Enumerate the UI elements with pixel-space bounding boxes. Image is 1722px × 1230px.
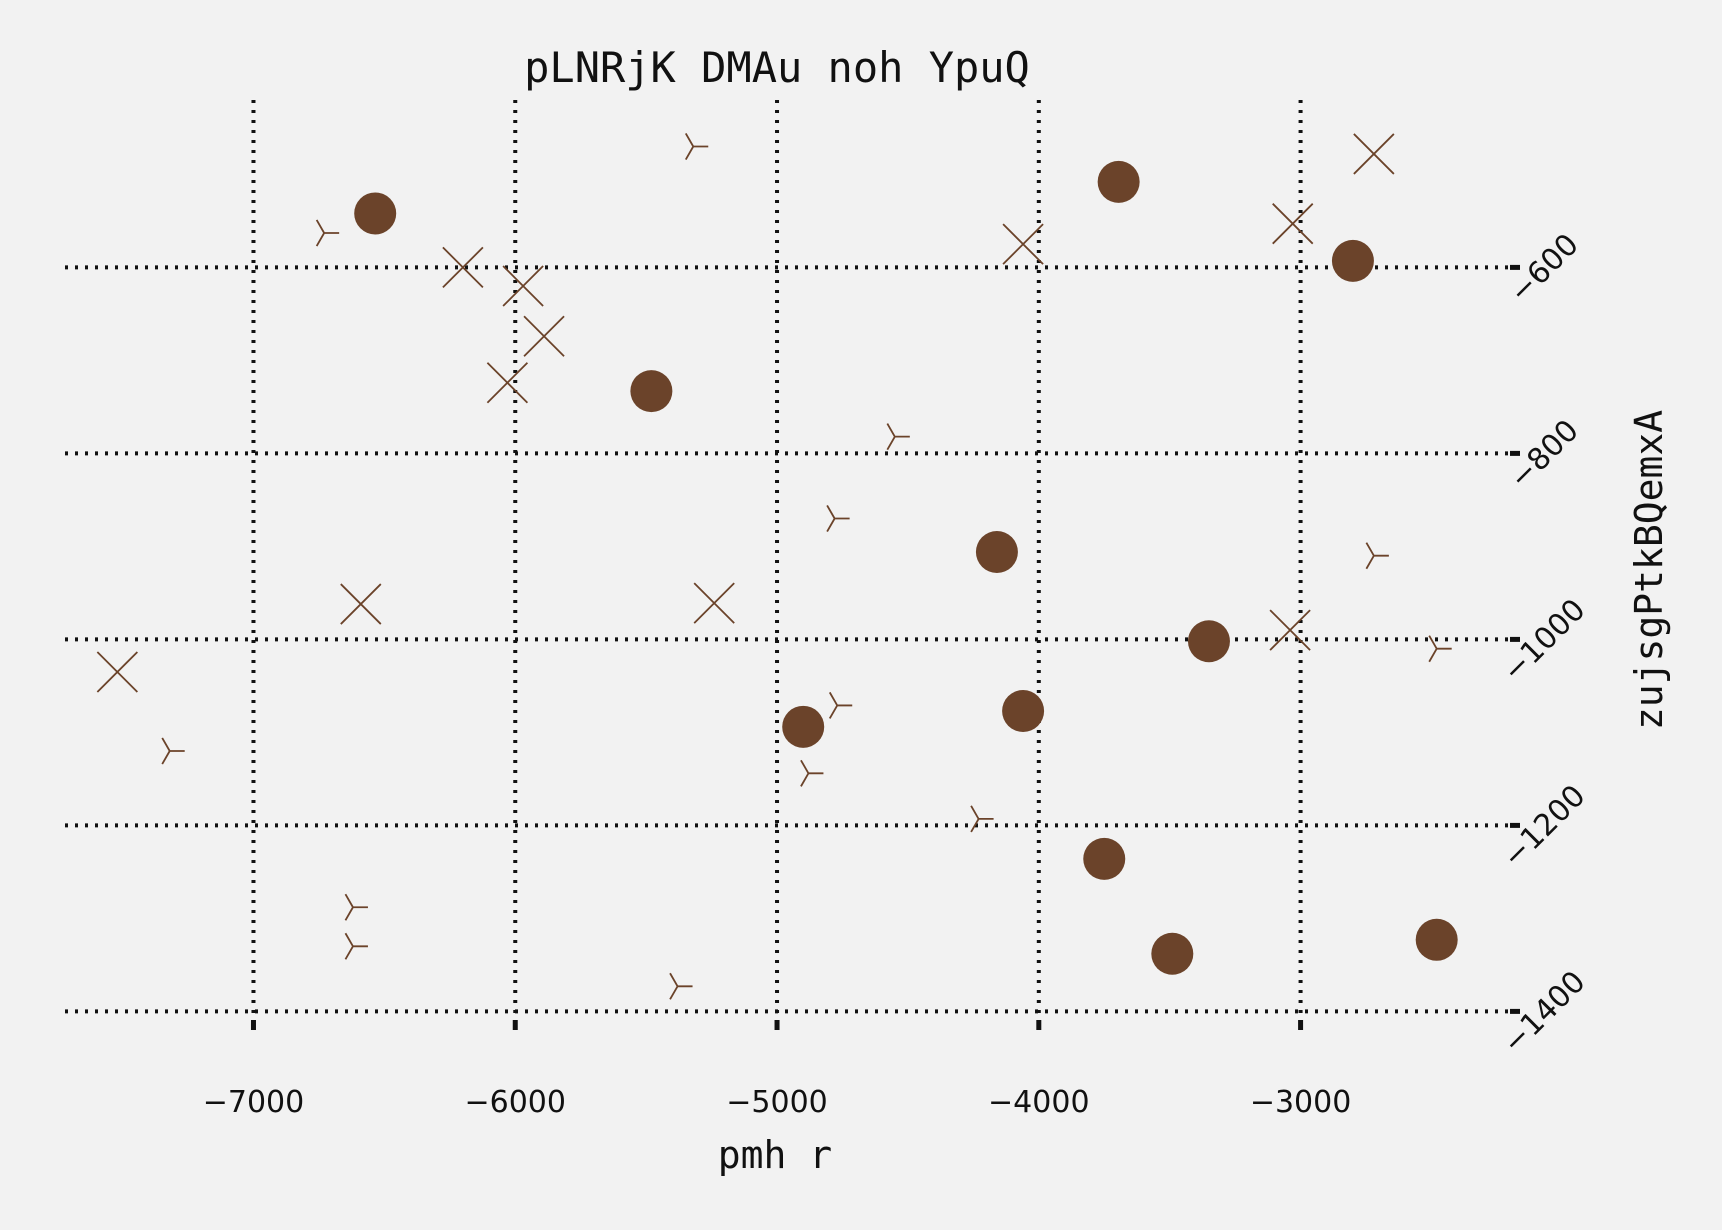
x-point (523, 315, 565, 357)
tri-point (344, 932, 368, 960)
tri-point (828, 691, 853, 719)
x-point (502, 265, 544, 307)
circle-point (1331, 239, 1374, 282)
chart-title: pLNRjK DMAu noh YpuQ (524, 43, 1030, 92)
tri-point (886, 423, 910, 451)
x-point (486, 362, 529, 404)
x-tick-label: −3000 (1250, 1085, 1351, 1120)
x-tick-label: −5000 (726, 1085, 827, 1120)
tri-point (315, 219, 340, 247)
circle-point (630, 370, 673, 413)
x-tick-label: −7000 (203, 1085, 304, 1120)
tri-point (826, 505, 850, 532)
tri-point (1365, 542, 1389, 570)
circle-point (1083, 837, 1126, 880)
circle-point (1415, 918, 1458, 961)
x-point (1002, 223, 1044, 265)
x-point (1269, 609, 1311, 651)
tri-point (970, 805, 994, 833)
circle-point (1097, 160, 1140, 203)
circle-point (975, 530, 1018, 573)
x-point (1272, 203, 1314, 245)
circle-point (1002, 690, 1045, 733)
tri-point (684, 133, 709, 160)
x-point (96, 651, 138, 693)
tri-point (669, 972, 693, 1000)
tri-point (344, 893, 368, 921)
x-point (442, 246, 484, 289)
tri-point (800, 759, 824, 787)
data-points (96, 133, 1458, 1000)
circle-point (1187, 620, 1230, 663)
grid-lines (65, 100, 1510, 1020)
x-point (693, 582, 735, 624)
x-tick-label: −4000 (988, 1085, 1089, 1120)
tri-point (161, 737, 185, 765)
circle-point (782, 705, 825, 748)
circle-point (354, 192, 397, 235)
circle-point (1151, 932, 1194, 975)
x-tick-label: −6000 (465, 1085, 566, 1120)
y-axis-label: zujsgPtkBQemxA (1627, 410, 1671, 730)
x-point (1353, 133, 1395, 175)
tri-point (1428, 635, 1452, 663)
x-axis-label: pmh r (718, 1133, 832, 1177)
x-point (340, 583, 382, 625)
